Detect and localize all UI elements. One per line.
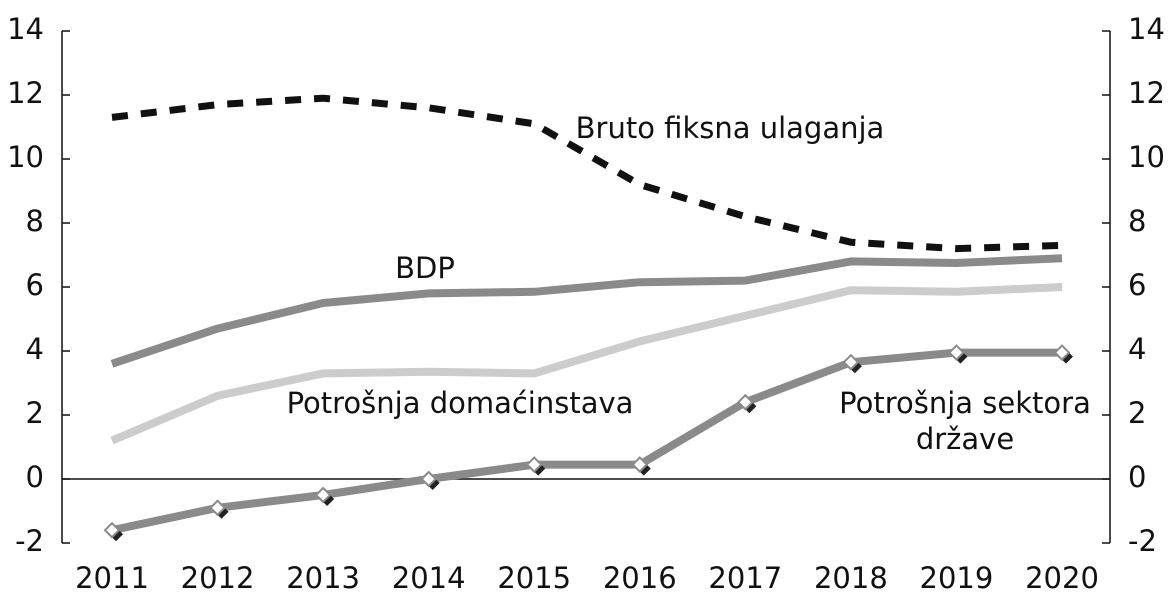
series-line — [110, 283, 1063, 445]
y-tick-label: 10 — [7, 140, 44, 174]
y-tick-label: 0 — [26, 460, 44, 494]
marker — [736, 393, 754, 411]
y-tick-label: 14 — [7, 12, 44, 46]
marker — [842, 353, 860, 371]
series-label: Potrošnja sektora države — [839, 386, 1091, 456]
y2-tick-label: 0 — [1128, 460, 1146, 494]
x-tick-label: 2012 — [181, 561, 255, 595]
y2-tick-label: 10 — [1128, 140, 1165, 174]
y2-tick-label: 14 — [1128, 12, 1165, 46]
y2-tick-label: 2 — [1128, 396, 1146, 430]
y-tick-label: -2 — [15, 524, 44, 558]
series-line — [111, 348, 1062, 535]
marker — [1053, 344, 1071, 362]
y-tick-label: 8 — [26, 204, 44, 238]
marker — [525, 456, 543, 474]
y2-tick-label: 4 — [1128, 332, 1146, 366]
x-tick-label: 2013 — [286, 561, 360, 595]
series-label: Potrošnja domaćinstava — [286, 386, 634, 420]
y-tick-label: 12 — [7, 76, 44, 110]
marker — [314, 486, 332, 504]
x-tick-label: 2019 — [920, 561, 994, 595]
series-line — [110, 254, 1063, 368]
series-label: BDP — [395, 251, 455, 285]
x-tick-label: 2017 — [708, 561, 782, 595]
y-tick-label: 2 — [26, 396, 44, 430]
marker — [103, 521, 121, 539]
x-tick-label: 2014 — [392, 561, 466, 595]
y-tick-label: 6 — [26, 268, 44, 302]
series-line — [111, 94, 1063, 253]
y2-tick-label: 12 — [1128, 76, 1165, 110]
y2-tick-label: 6 — [1128, 268, 1146, 302]
marker — [948, 344, 965, 362]
y2-tick-label: -2 — [1128, 524, 1157, 558]
x-tick-label: 2015 — [497, 561, 571, 595]
x-tick-label: 2018 — [814, 561, 888, 595]
y2-tick-label: 8 — [1128, 204, 1146, 238]
series-label: Bruto fiksna ulaganja — [575, 111, 885, 145]
x-tick-label: 2020 — [1025, 561, 1099, 595]
marker — [631, 456, 649, 474]
x-tick-label: 2011 — [75, 561, 149, 595]
marker — [420, 470, 438, 488]
x-tick-label: 2016 — [603, 561, 677, 595]
y-tick-label: 4 — [26, 332, 44, 366]
marker — [209, 499, 226, 517]
